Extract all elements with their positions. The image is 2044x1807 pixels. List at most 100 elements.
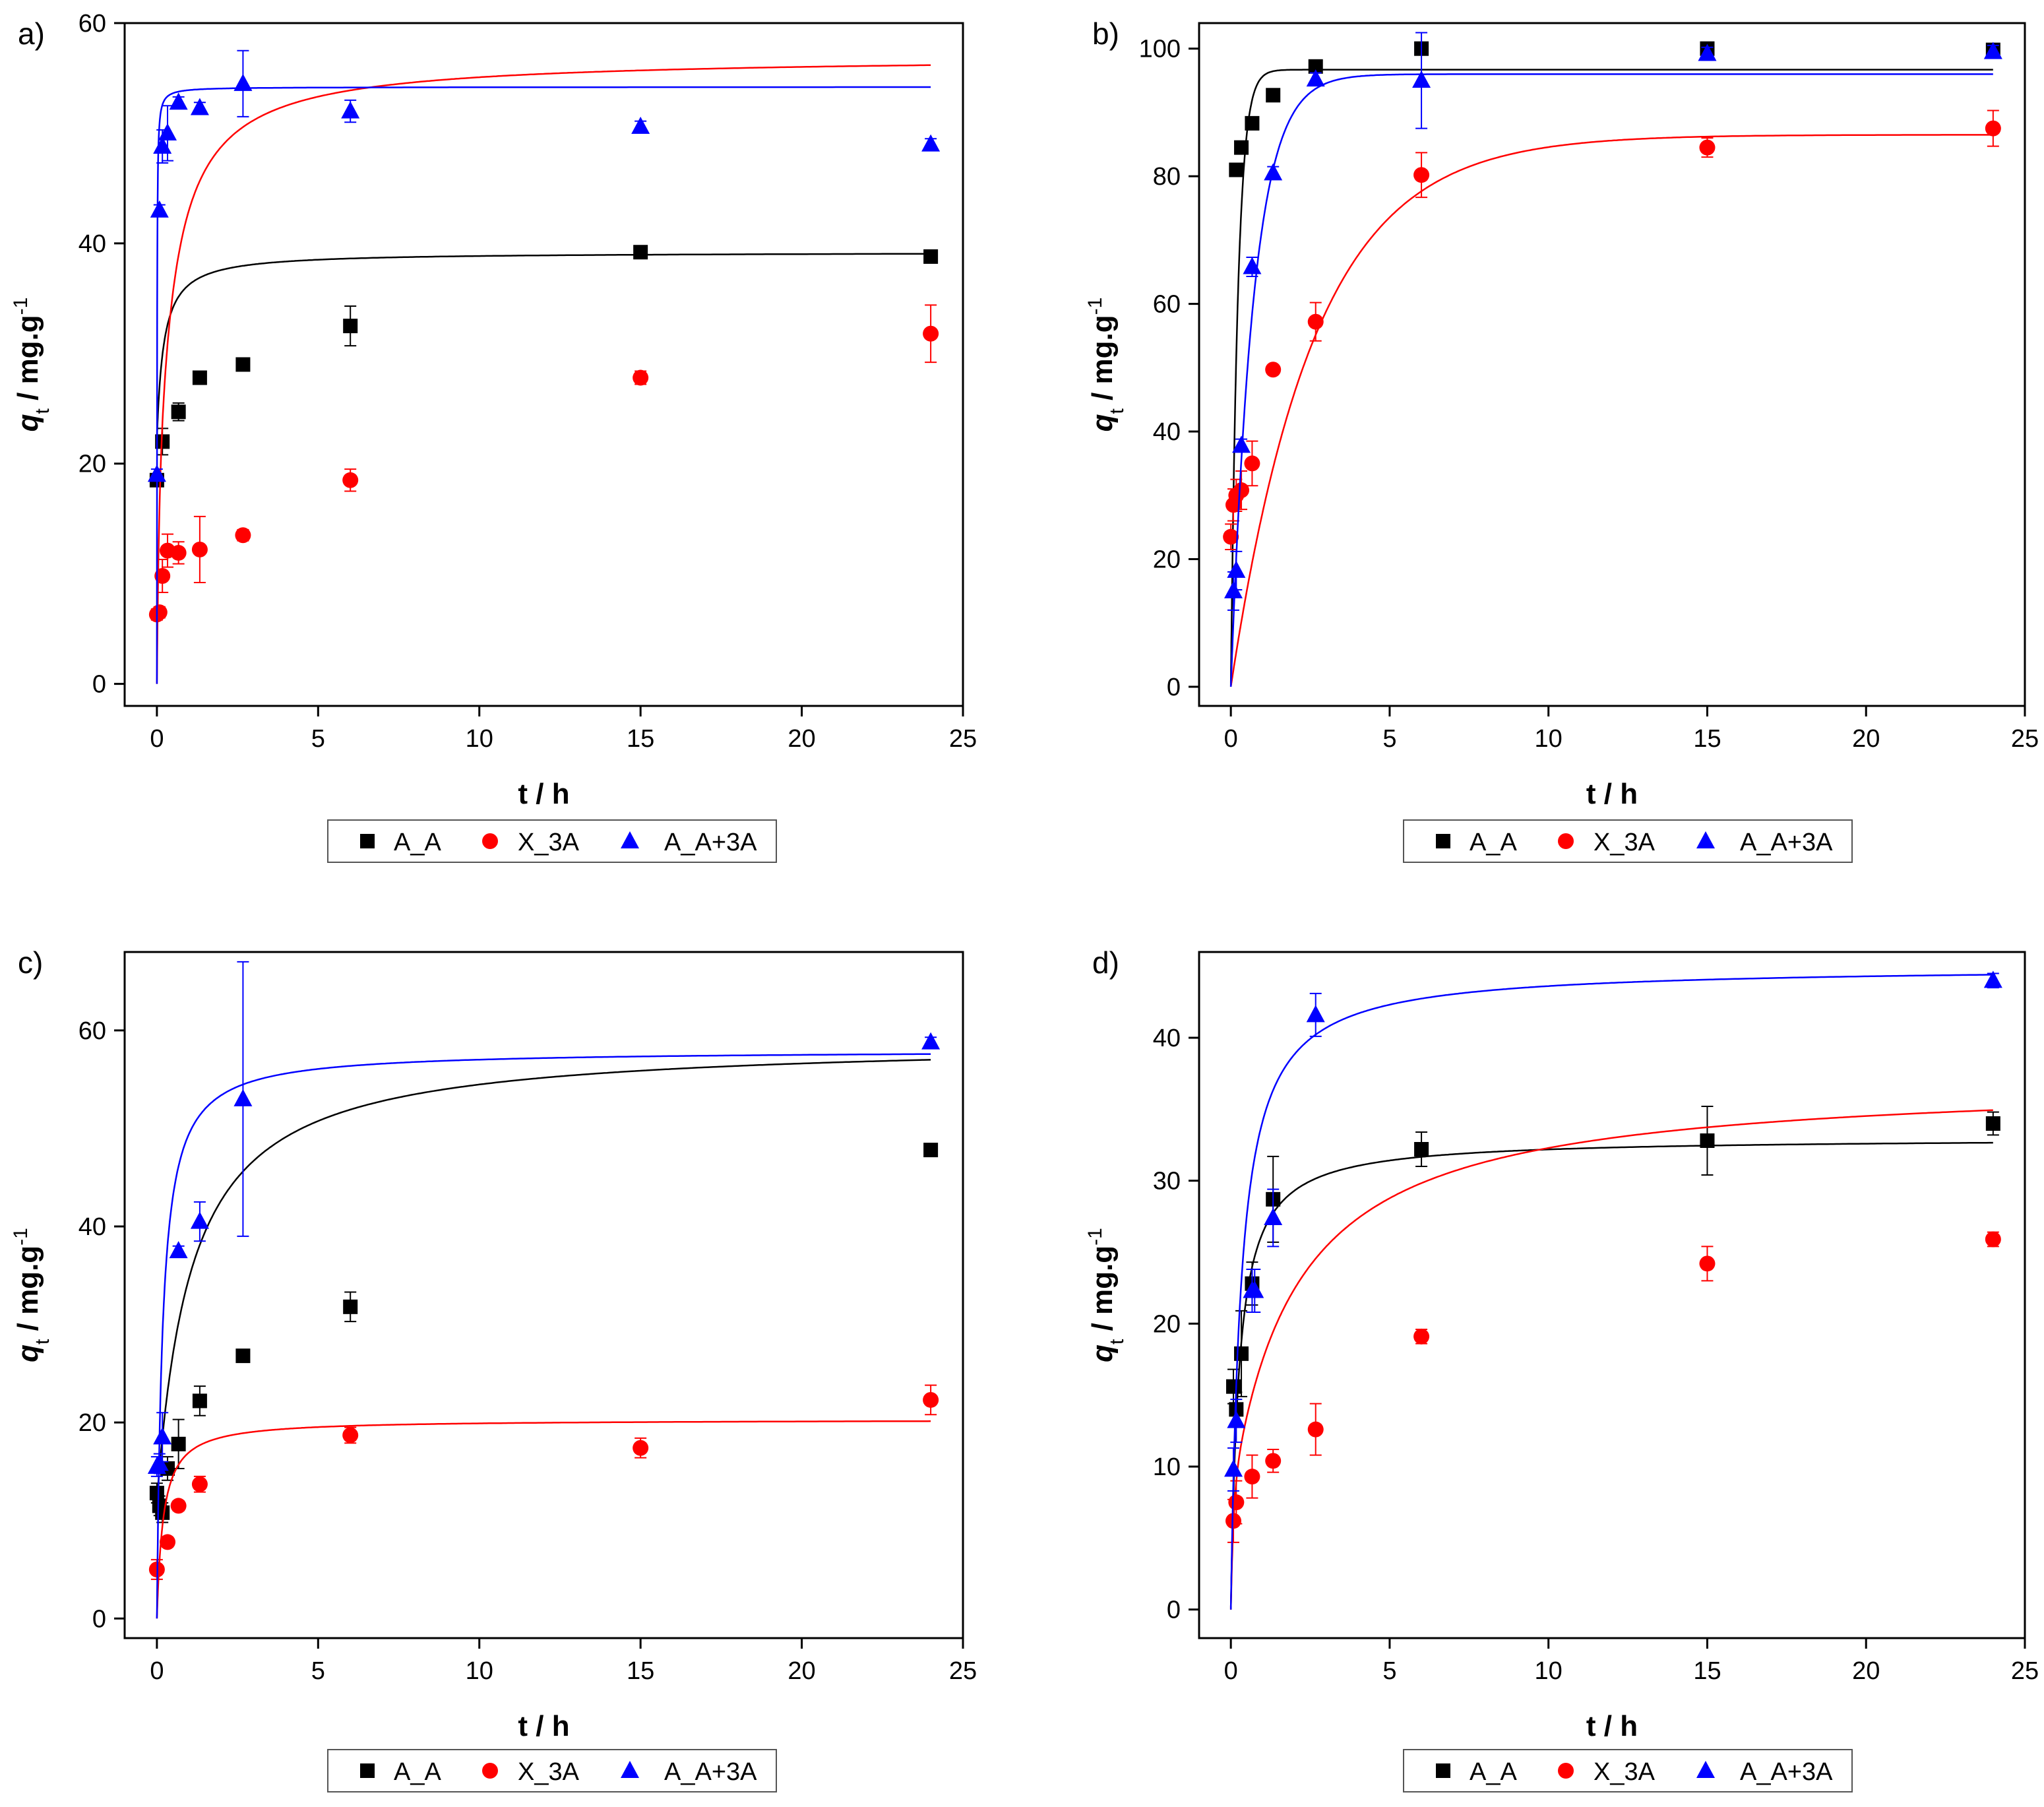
data-point xyxy=(1232,435,1251,453)
fit-curve xyxy=(156,1059,931,1501)
y-tick-label: 40 xyxy=(78,1213,106,1241)
legend: A_A X_3A A_A+3A xyxy=(327,819,777,863)
data-point xyxy=(1265,362,1282,378)
data-point xyxy=(1698,44,1717,61)
x-axis-title: t / h xyxy=(518,778,569,810)
fit-curve xyxy=(156,253,931,439)
legend-marker xyxy=(482,1763,498,1779)
y-axis-title: qt / mg.g-1 xyxy=(10,1228,53,1362)
data-point xyxy=(192,1393,207,1409)
data-point xyxy=(150,200,169,218)
data-point xyxy=(342,1427,359,1443)
fit-curve xyxy=(156,1053,931,1619)
x-tick-label: 20 xyxy=(1852,725,1880,753)
x-tick-label: 25 xyxy=(2011,725,2039,753)
x-tick-label: 15 xyxy=(1693,1657,1721,1685)
data-point xyxy=(1699,1255,1716,1272)
x-tick-label: 15 xyxy=(627,1657,654,1685)
x-tick-label: 25 xyxy=(2011,1657,2039,1685)
series-X_3A xyxy=(1225,1109,2001,1610)
data-point xyxy=(1227,1411,1246,1428)
x-tick-label: 10 xyxy=(466,1657,493,1685)
data-point xyxy=(633,245,648,260)
y-tick-label: 0 xyxy=(92,671,106,699)
data-point xyxy=(170,1498,187,1514)
series-X_3A xyxy=(1223,110,2001,687)
data-point xyxy=(923,249,939,264)
data-point xyxy=(1245,115,1260,131)
data-point xyxy=(1985,1231,2001,1248)
legend-label: A_A xyxy=(394,1758,441,1786)
legend-label: A_A+3A xyxy=(664,829,757,856)
y-tick-label: 40 xyxy=(1153,418,1181,446)
y-tick-label: 40 xyxy=(1153,1025,1181,1052)
fit-curve xyxy=(1229,974,1993,1610)
series-A_A xyxy=(149,1059,939,1523)
x-tick-label: 20 xyxy=(788,1657,815,1685)
series-A_A+3A xyxy=(147,49,941,684)
legend-label: A_A xyxy=(1470,829,1517,856)
x-axis-title: t / h xyxy=(1586,1710,1638,1742)
legend-marker xyxy=(482,833,498,849)
data-point xyxy=(190,1211,209,1229)
fit-curve xyxy=(1229,69,1993,687)
legend-marker xyxy=(1696,1761,1715,1778)
data-point xyxy=(171,404,186,420)
x-axis-title: t / h xyxy=(1586,778,1638,810)
legend-box xyxy=(327,1749,777,1792)
legend-label: X_3A xyxy=(518,1758,580,1786)
panel-label: a) xyxy=(18,16,45,51)
data-point xyxy=(1413,1328,1430,1345)
legend-marker xyxy=(360,1763,375,1778)
legend-marker xyxy=(1558,1763,1574,1779)
legend-label: A_A xyxy=(394,829,441,856)
y-tick-label: 0 xyxy=(1167,674,1181,701)
plot-frame xyxy=(1198,951,2026,1639)
fit-curve xyxy=(156,64,931,684)
panel-3: 0 5 10 15 20 25 0 20 40 60 c) t / h qt / mg.g-1 A_A X_… xyxy=(10,945,977,1792)
data-point xyxy=(1306,69,1325,87)
x-tick-label: 0 xyxy=(1224,725,1238,753)
x-tick-label: 10 xyxy=(1535,725,1563,753)
data-point xyxy=(170,544,187,561)
x-tick-label: 5 xyxy=(311,725,325,753)
panel-label: d) xyxy=(1092,945,1119,980)
x-tick-label: 5 xyxy=(1382,725,1396,753)
legend-marker xyxy=(1696,831,1715,848)
y-axis-title: qt / mg.g-1 xyxy=(1084,298,1128,432)
data-point xyxy=(1985,120,2001,137)
data-point xyxy=(342,472,359,488)
x-tick-label: 0 xyxy=(1224,1657,1238,1685)
data-point xyxy=(235,527,251,544)
data-point xyxy=(160,1534,176,1550)
series-A_A xyxy=(1226,1106,2000,1610)
data-point xyxy=(341,101,360,119)
x-tick-label: 20 xyxy=(1852,1657,1880,1685)
data-point xyxy=(169,92,188,110)
legend: A_A X_3A A_A+3A xyxy=(327,1749,777,1792)
data-point xyxy=(1985,1116,2000,1131)
y-tick-label: 0 xyxy=(92,1605,106,1633)
data-point xyxy=(1244,455,1260,472)
data-point xyxy=(235,357,251,372)
fit-curve xyxy=(1229,73,1993,687)
fit-curve xyxy=(156,86,931,684)
data-point xyxy=(1700,1133,1715,1148)
data-point xyxy=(191,1476,208,1492)
series-X_3A xyxy=(148,1384,939,1619)
data-point xyxy=(1227,560,1246,578)
data-point xyxy=(921,134,941,152)
data-point xyxy=(153,1427,172,1445)
panel-2: 0 5 10 15 20 25 0 20 40 60 80 100 b) t / h qt / mg.g-1… xyxy=(1084,16,2039,863)
series-X_3A xyxy=(148,64,939,684)
data-point xyxy=(158,123,177,141)
plot-frame xyxy=(1198,22,2026,707)
panel-4: 0 5 10 15 20 25 0 10 20 30 40 d) t / h qt / mg.g-1 A_A… xyxy=(1084,945,2039,1792)
legend-marker xyxy=(1436,1763,1450,1778)
legend-box xyxy=(327,819,777,863)
data-point xyxy=(923,1391,939,1408)
legend-label: A_A+3A xyxy=(664,1758,757,1786)
data-point xyxy=(169,1241,188,1259)
data-point xyxy=(1234,140,1249,155)
